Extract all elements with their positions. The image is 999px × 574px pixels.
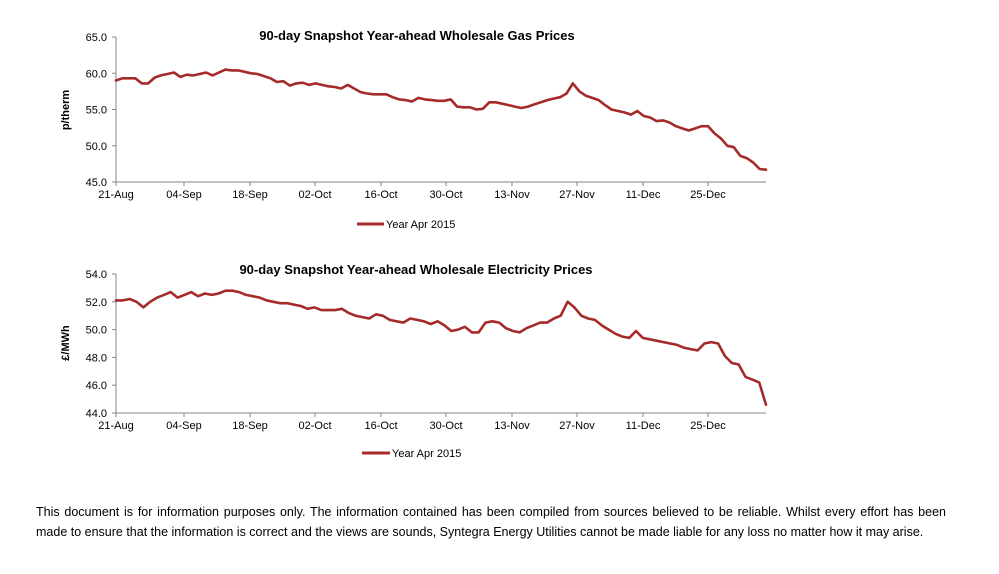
x-tick-label: 30-Oct (429, 189, 462, 201)
x-tick-label: 04-Sep (166, 420, 201, 432)
disclaimer-text: This document is for information purpose… (36, 505, 946, 539)
y-tick-label: 65.0 (86, 32, 107, 44)
series-line (114, 68, 768, 171)
x-tick-label: 18-Sep (232, 420, 267, 432)
x-tick-label: 16-Oct (364, 189, 397, 201)
x-tick-label: 04-Sep (166, 189, 201, 201)
electricity-price-chart: 90-day Snapshot Year-ahead Wholesale Ele… (60, 262, 768, 460)
x-tick-label: 27-Nov (559, 189, 595, 201)
x-tick-label: 16-Oct (364, 420, 397, 432)
y-tick-label: 52.0 (86, 297, 107, 309)
x-tick-label: 11-Dec (626, 420, 661, 432)
chart-title: 90-day Snapshot Year-ahead Wholesale Gas… (259, 28, 575, 43)
y-tick-label: 46.0 (86, 380, 107, 392)
y-tick-label: 54.0 (86, 269, 107, 281)
y-axis-label: £/MWh (60, 325, 72, 361)
x-tick-label: 25-Dec (690, 420, 726, 432)
x-tick-label: 11-Dec (626, 189, 661, 201)
y-tick-label: 50.0 (86, 141, 107, 153)
y-tick-label: 45.0 (86, 177, 107, 189)
x-tick-label: 02-Oct (298, 420, 331, 432)
y-tick-label: 48.0 (86, 352, 107, 364)
y-tick-label: 44.0 (86, 408, 107, 420)
x-tick-label: 21-Aug (98, 420, 133, 432)
x-tick-label: 30-Oct (429, 420, 462, 432)
legend-label: Year Apr 2015 (392, 448, 461, 460)
x-tick-label: 27-Nov (559, 420, 595, 432)
x-tick-label: 13-Nov (494, 189, 530, 201)
x-tick-label: 21-Aug (98, 189, 133, 201)
y-tick-label: 50.0 (86, 325, 107, 337)
x-tick-label: 02-Oct (298, 189, 331, 201)
gas-price-chart: 90-day Snapshot Year-ahead Wholesale Gas… (60, 28, 768, 231)
x-tick-label: 18-Sep (232, 189, 267, 201)
y-axis-label: p/therm (60, 90, 72, 131)
legend-label: Year Apr 2015 (386, 219, 455, 231)
x-tick-label: 13-Nov (494, 420, 530, 432)
x-tick-label: 25-Dec (690, 189, 726, 201)
chart-title: 90-day Snapshot Year-ahead Wholesale Ele… (239, 262, 592, 277)
y-tick-label: 60.0 (86, 68, 107, 80)
series-line (114, 289, 768, 407)
y-tick-label: 55.0 (86, 105, 107, 117)
